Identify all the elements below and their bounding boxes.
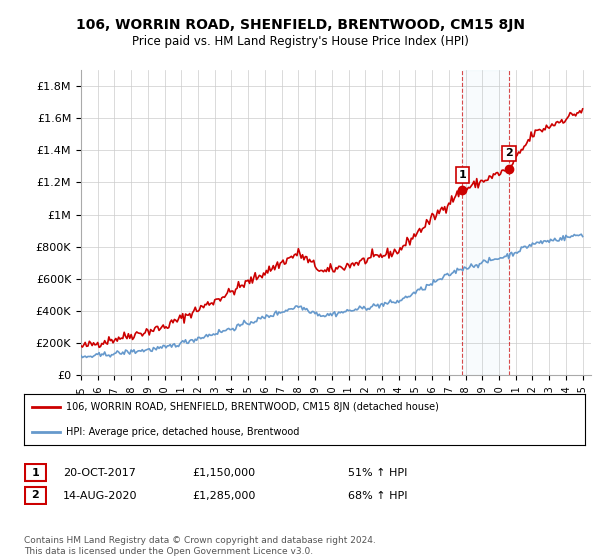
Text: 51% ↑ HPI: 51% ↑ HPI [348, 468, 407, 478]
Text: 2: 2 [32, 490, 39, 500]
Text: 14-AUG-2020: 14-AUG-2020 [63, 491, 137, 501]
Text: 1: 1 [32, 468, 39, 478]
Text: 20-OCT-2017: 20-OCT-2017 [63, 468, 136, 478]
Text: £1,285,000: £1,285,000 [192, 491, 256, 501]
Bar [25, 464, 46, 481]
Text: 106, WORRIN ROAD, SHENFIELD, BRENTWOOD, CM15 8JN (detached house): 106, WORRIN ROAD, SHENFIELD, BRENTWOOD, … [66, 402, 439, 412]
Text: HPI: Average price, detached house, Brentwood: HPI: Average price, detached house, Bren… [66, 427, 299, 437]
Text: 106, WORRIN ROAD, SHENFIELD, BRENTWOOD, CM15 8JN: 106, WORRIN ROAD, SHENFIELD, BRENTWOOD, … [76, 18, 524, 32]
Text: 2: 2 [505, 148, 513, 158]
Bar [462, 70, 509, 375]
Text: 68% ↑ HPI: 68% ↑ HPI [348, 491, 407, 501]
Text: 1: 1 [458, 170, 466, 180]
Text: Contains HM Land Registry data © Crown copyright and database right 2024.
This d: Contains HM Land Registry data © Crown c… [24, 536, 376, 556]
Text: £1,150,000: £1,150,000 [192, 468, 255, 478]
Bar [25, 487, 46, 503]
Text: Price paid vs. HM Land Registry's House Price Index (HPI): Price paid vs. HM Land Registry's House … [131, 35, 469, 48]
